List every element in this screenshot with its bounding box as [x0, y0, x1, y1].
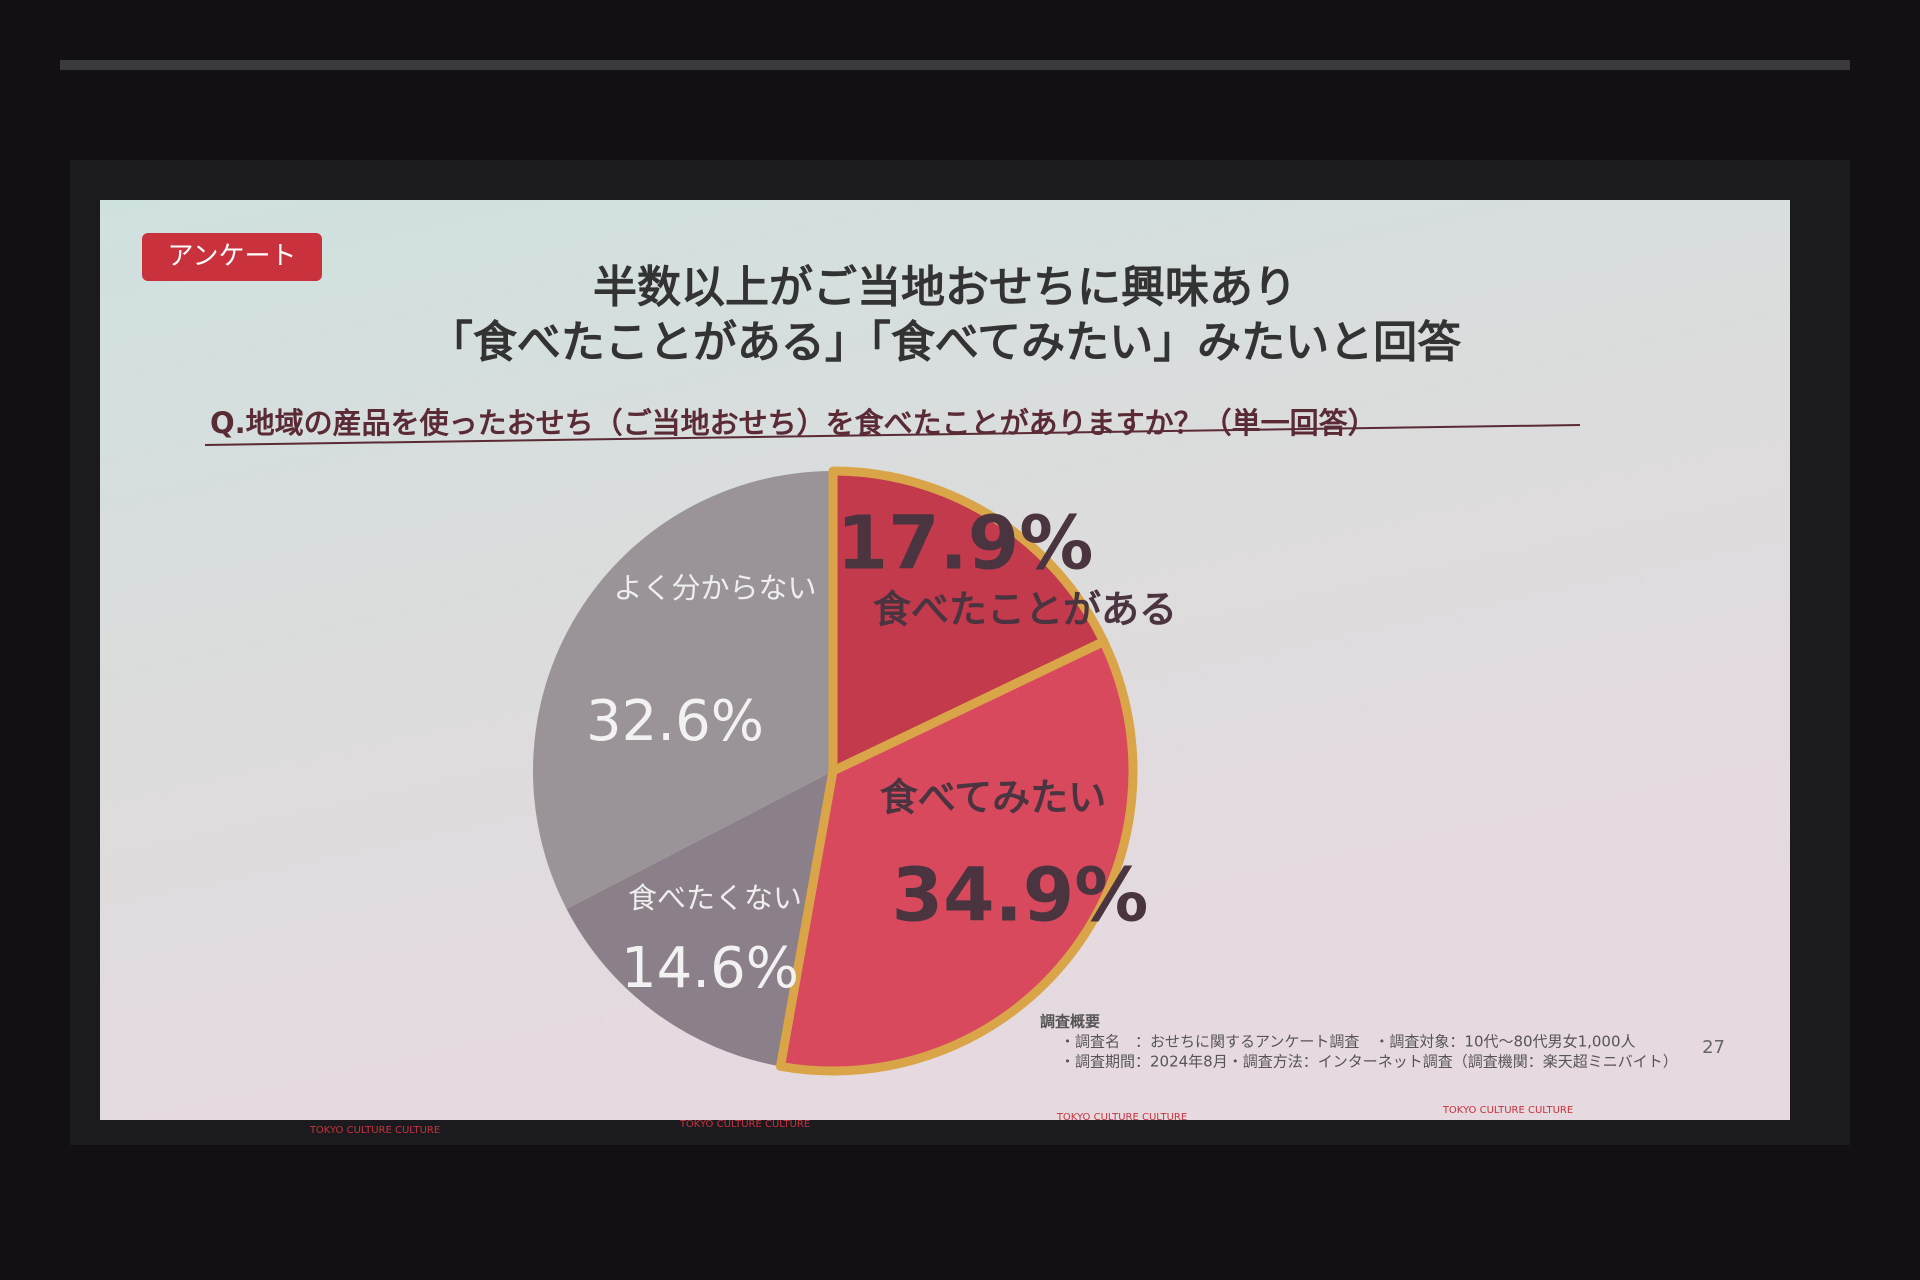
footer: TOKYO CULTURE CULTURE	[1442, 1105, 1573, 1116]
pie-slice	[780, 641, 1133, 1071]
footer: TOKYO CULTURE CULTURE	[679, 1119, 810, 1130]
page-number: 27	[1702, 1037, 1725, 1058]
note: ・調査期間：2024年8月・調査方法：インターネット調査（調査機関：楽天超ミニバ…	[1060, 1053, 1678, 1071]
value-label: 14.6%	[621, 936, 799, 1001]
footer: TOKYO CULTURE CULTURE	[1056, 1112, 1187, 1123]
screen-bar	[60, 60, 1850, 70]
slice-category: 食べたくない	[628, 881, 802, 915]
slice-category: 食べたことがある	[873, 588, 1177, 632]
question-underline	[204, 424, 1581, 446]
footer: TOKYO CULTURE CULTURE	[309, 1125, 440, 1136]
pie-slice	[566, 771, 833, 1067]
value-label: 34.9%	[892, 853, 1149, 939]
footer-strip: TOKYO CULTURE CULTURE TOKYO CULTURE CULT…	[309, 1105, 1573, 1136]
value-label: 17.9%	[837, 501, 1094, 587]
slice-category: よく分からない	[613, 571, 816, 605]
note: ・調査名 ：おせちに関するアンケート調査 ・調査対象：10代～80代男女1,00…	[1060, 1033, 1636, 1051]
pie-slice	[833, 471, 1104, 771]
value-label: 32.6%	[586, 689, 764, 754]
tag-box	[142, 233, 322, 281]
pie-slice	[533, 470, 833, 909]
question: Q.地域の産品を使ったおせち（ご当地おせち）を食べたことがありますか？（単一回答…	[210, 406, 1377, 440]
note: 調査概要	[1040, 1013, 1100, 1031]
slice-category: 食べてみたい	[880, 776, 1106, 820]
slice-outline	[775, 637, 1138, 1076]
slice-outline	[828, 466, 1109, 776]
title-line: 「食べたことがある」「食べてみたい」みたいと回答	[429, 317, 1462, 368]
tag: アンケート	[168, 242, 297, 272]
title-line: 半数以上がご当地おせちに興味あり	[593, 262, 1297, 313]
